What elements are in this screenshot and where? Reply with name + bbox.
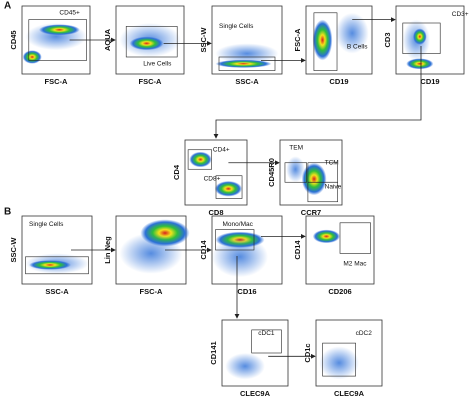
gate-label: M2 Mac bbox=[343, 260, 367, 267]
density-plot bbox=[335, 12, 369, 54]
x-axis-label: CCR7 bbox=[301, 208, 321, 217]
gate bbox=[125, 26, 178, 58]
density-plot bbox=[119, 233, 183, 274]
gate bbox=[322, 342, 356, 377]
y-axis-label: CD141 bbox=[209, 341, 218, 364]
x-axis-label: CD19 bbox=[329, 77, 348, 86]
y-axis-label: CD4 bbox=[172, 164, 181, 180]
x-axis-label: FSC-A bbox=[140, 287, 163, 296]
section-label: B bbox=[4, 207, 11, 218]
density-plot bbox=[212, 236, 268, 278]
density-plot bbox=[319, 346, 359, 380]
gate-label: CD4+ bbox=[213, 146, 230, 153]
gate-label: CD3+ bbox=[452, 11, 469, 18]
density-plot bbox=[312, 229, 340, 244]
gate bbox=[218, 56, 276, 71]
arrow bbox=[213, 46, 422, 139]
gate bbox=[402, 22, 441, 54]
x-axis-label: CD206 bbox=[328, 287, 351, 296]
gate bbox=[25, 256, 89, 275]
gate bbox=[215, 175, 243, 199]
density-plot bbox=[215, 43, 279, 64]
y-axis-label: CD45R0 bbox=[267, 158, 276, 187]
gate bbox=[339, 222, 371, 254]
x-axis-label: CLEC9A bbox=[334, 389, 365, 398]
gate bbox=[215, 229, 255, 251]
gate-label: cDC2 bbox=[356, 330, 373, 337]
x-axis-label: CLEC9A bbox=[240, 389, 271, 398]
gate bbox=[313, 12, 338, 71]
gate-label: Mono/Mac bbox=[223, 221, 254, 228]
x-axis-label: SSC-A bbox=[235, 77, 259, 86]
y-axis-label: CD3 bbox=[383, 32, 392, 47]
density-plot bbox=[225, 353, 265, 380]
density-plot bbox=[312, 19, 333, 61]
gate-label: Naive bbox=[325, 184, 342, 191]
density-plot bbox=[129, 36, 164, 51]
density-plot bbox=[214, 180, 243, 197]
y-axis-label: CD45 bbox=[9, 30, 18, 49]
x-axis-label: CD19 bbox=[420, 77, 439, 86]
gate-label: Single Cells bbox=[29, 221, 64, 228]
x-axis-label: FSC-A bbox=[45, 77, 68, 86]
density-plot bbox=[189, 151, 212, 168]
y-axis-label: FSC-A bbox=[293, 28, 302, 51]
x-axis-label: CD16 bbox=[237, 287, 256, 296]
y-axis-label: CD14 bbox=[199, 240, 208, 260]
gate bbox=[251, 329, 282, 354]
density-plot bbox=[413, 28, 427, 45]
gate-label: Live Cells bbox=[143, 61, 172, 68]
y-axis-label: SSC-W bbox=[199, 27, 208, 53]
x-axis-label: SSC-A bbox=[45, 287, 69, 296]
density-plot bbox=[22, 50, 42, 64]
density-plot bbox=[39, 24, 80, 36]
gate-label: CD45+ bbox=[59, 10, 80, 17]
gate-label: TEM bbox=[289, 145, 303, 152]
density-plot bbox=[29, 260, 71, 270]
gate bbox=[284, 162, 307, 183]
gate-label: B Cells bbox=[347, 44, 368, 51]
gate-label: cDC1 bbox=[258, 330, 275, 337]
y-axis-label: CD1c bbox=[303, 343, 312, 362]
x-axis-label: CD8 bbox=[208, 208, 223, 217]
section-label: A bbox=[4, 1, 11, 12]
y-axis-label: CD14 bbox=[293, 240, 302, 260]
density-plot bbox=[301, 162, 327, 196]
x-axis-label: FSC-A bbox=[139, 77, 162, 86]
gate bbox=[307, 181, 338, 203]
density-plot bbox=[406, 58, 434, 70]
gate-label: CD8+ bbox=[204, 176, 221, 183]
gate-label: TCM bbox=[325, 159, 339, 166]
gate bbox=[187, 149, 212, 170]
y-axis-label: SSC-W bbox=[9, 237, 18, 263]
gate-label: Single Cells bbox=[219, 23, 254, 30]
